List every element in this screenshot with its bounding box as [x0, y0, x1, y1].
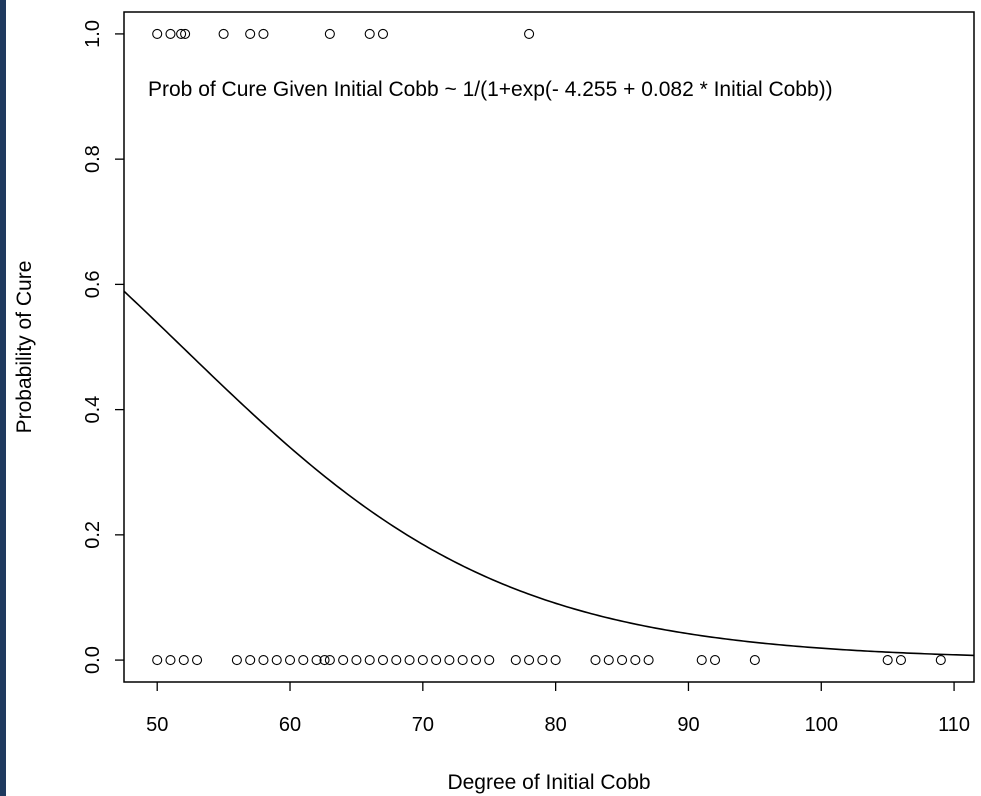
data-point: [882, 655, 893, 666]
data-point: [935, 655, 946, 666]
x-tick-label: 70: [412, 714, 434, 736]
x-tick-label: 110: [938, 714, 970, 736]
model-equation: Prob of Cure Given Initial Cobb ~ 1/(1+e…: [148, 78, 833, 101]
data-point: [391, 655, 402, 666]
data-point: [364, 655, 375, 666]
data-point: [165, 28, 176, 39]
data-point: [165, 655, 176, 666]
data-point: [377, 655, 389, 666]
data-point: [417, 655, 428, 666]
data-point: [324, 28, 335, 39]
data-point: [590, 655, 601, 666]
data-point: [152, 28, 163, 39]
data-point: [524, 28, 535, 39]
data-point: [245, 28, 256, 39]
data-point: [245, 655, 256, 666]
x-tick-label: 60: [279, 714, 301, 736]
y-axis: 0.0 0.2 0.4 0.6 0.8 1.0: [82, 20, 124, 674]
data-point: [298, 655, 309, 666]
plot-frame: [123, 11, 975, 683]
data-point: [431, 655, 442, 666]
data-point: [643, 655, 654, 666]
data-point: [457, 655, 468, 666]
data-point: [444, 655, 455, 666]
data-point: [709, 655, 721, 666]
data-point: [616, 655, 628, 666]
data-point: [319, 655, 330, 666]
data-point: [258, 655, 269, 666]
x-axis-title: Degree of Initial Cobb: [447, 771, 650, 794]
data-point: [152, 655, 163, 666]
data-point: [284, 655, 296, 666]
data-point: [377, 28, 389, 39]
y-tick-label: 0.6: [82, 270, 104, 298]
x-axis: 50 60 70 80 90 100 110: [146, 682, 970, 736]
data-point: [364, 28, 375, 39]
data-point: [470, 655, 482, 666]
data-point: [218, 28, 229, 39]
data-point: [231, 655, 242, 666]
data-point: [178, 655, 189, 666]
data-point: [404, 655, 415, 666]
data-point: [338, 655, 349, 666]
x-tick-label: 100: [805, 714, 838, 736]
data-point: [603, 655, 614, 666]
data-point: [351, 655, 362, 666]
data-point: [324, 655, 335, 666]
y-tick-label: 0.4: [82, 396, 104, 424]
data-point: [550, 655, 561, 666]
data-point: [895, 655, 907, 666]
x-tick-label: 80: [545, 714, 567, 736]
logistic-fit-line: [123, 290, 975, 657]
data-point: [484, 655, 495, 666]
data-point: [271, 655, 282, 666]
x-tick-label: 90: [677, 714, 699, 736]
data-point: [258, 28, 269, 39]
data-point: [749, 655, 760, 666]
y-tick-label: 0.0: [82, 646, 104, 674]
data-point: [630, 655, 641, 666]
data-point: [524, 655, 535, 666]
data-point: [696, 655, 707, 666]
data-point: [537, 655, 548, 666]
data-point: [176, 28, 187, 39]
data-point: [510, 655, 521, 666]
data-point: [180, 28, 191, 39]
y-tick-label: 1.0: [82, 20, 104, 48]
y-tick-label: 0.2: [82, 521, 104, 549]
x-tick-label: 50: [146, 714, 168, 736]
y-axis-title: Probability of Cure: [13, 261, 36, 434]
left-edge-strip: [0, 0, 6, 796]
data-point: [311, 655, 322, 666]
data-point: [191, 655, 203, 666]
data-points: [152, 28, 946, 666]
y-tick-label: 0.8: [82, 145, 104, 173]
